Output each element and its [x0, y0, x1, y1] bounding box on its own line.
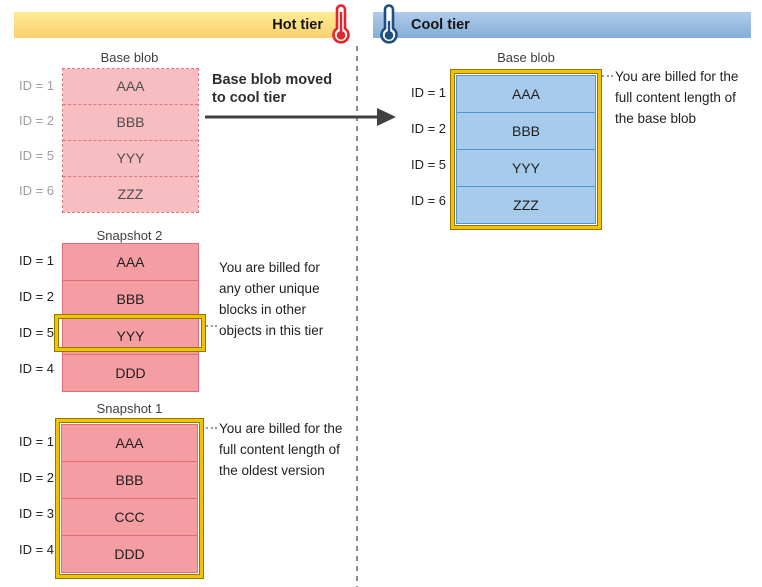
snapshot-1-title: Snapshot 1 [96, 401, 163, 416]
hot-base-blob-table: AAA BBB YYY ZZZ [62, 68, 199, 213]
tier-divider-dashed-line [356, 46, 358, 587]
cool-base-blob-ids: ID = 1 ID = 2 ID = 5 ID = 6 [392, 75, 446, 219]
block-id-label: ID = 6 [18, 183, 54, 198]
move-arrow [205, 108, 396, 126]
cool-base-blob-table: AAA BBB YYY ZZZ [456, 75, 596, 224]
block-cell: AAA [62, 425, 197, 461]
cool-base-blob-note-connector [602, 75, 613, 77]
cool-base-blob-note: You are billed for the full content leng… [615, 69, 739, 126]
block-cell: BBB [63, 104, 198, 140]
block-cell: DDD [62, 535, 197, 572]
snapshot-1-note: You are billed for the full content leng… [219, 421, 343, 478]
unique-block-highlight-box [54, 314, 206, 352]
block-cell: YYY [457, 149, 595, 186]
block-cell: BBB [62, 461, 197, 498]
thermometer-cool-icon [380, 4, 398, 44]
block-cell: BBB [63, 280, 198, 317]
block-id-label: ID = 1 [18, 253, 54, 268]
hot-base-blob-title: Base blob [100, 50, 159, 65]
hot-base-blob-ids: ID = 1 ID = 2 ID = 5 ID = 6 [0, 68, 54, 208]
cool-tier-header: Cool tier [373, 12, 751, 38]
snapshot-2-ids: ID = 1 ID = 2 ID = 5 ID = 4 [0, 243, 54, 387]
block-cell: AAA [63, 244, 198, 280]
block-id-label: ID = 3 [18, 506, 54, 521]
block-id-label: ID = 5 [18, 148, 54, 163]
block-id-label: ID = 2 [18, 289, 54, 304]
snapshot-1-ids: ID = 1 ID = 2 ID = 3 ID = 4 [0, 424, 54, 568]
transition-note: Base blob moved to cool tier [212, 72, 333, 106]
cool-base-blob-title: Base blob [497, 50, 555, 65]
block-id-label: ID = 1 [410, 85, 446, 100]
thermometer-hot-icon [332, 4, 350, 44]
block-cell: DDD [63, 354, 198, 391]
block-cell: CCC [62, 498, 197, 535]
snapshot-2-table: AAA BBB YYY DDD [62, 243, 199, 392]
block-cell: ZZZ [457, 186, 595, 223]
snapshot-1-note-connector [206, 427, 217, 429]
hot-tier-label: Hot tier [272, 17, 323, 33]
block-cell: BBB [457, 112, 595, 149]
block-id-label: ID = 4 [18, 542, 54, 557]
block-id-label: ID = 1 [18, 434, 54, 449]
snapshot-2-title: Snapshot 2 [96, 228, 163, 243]
snapshot-1-billing-box: AAA BBB CCC DDD [55, 418, 204, 579]
block-id-label: ID = 2 [18, 113, 54, 128]
block-cell: YYY [63, 317, 198, 354]
block-id-label: ID = 1 [18, 78, 54, 93]
snapshot-2-note: You are billed for any other unique bloc… [219, 260, 324, 338]
cool-base-blob-billing-box: AAA BBB YYY ZZZ [450, 69, 602, 230]
block-id-label: ID = 2 [18, 470, 54, 485]
block-cell: AAA [457, 76, 595, 112]
block-id-label: ID = 2 [410, 121, 446, 136]
cool-tier-label: Cool tier [411, 17, 470, 33]
hot-tier-header: Hot tier [14, 12, 345, 38]
snapshot-1-table: AAA BBB CCC DDD [61, 424, 198, 573]
block-cell: YYY [63, 140, 198, 176]
block-cell: ZZZ [63, 176, 198, 212]
block-id-label: ID = 4 [18, 361, 54, 376]
block-id-label: ID = 5 [410, 157, 446, 172]
block-id-label: ID = 6 [410, 193, 446, 208]
block-cell: AAA [63, 69, 198, 104]
snapshot-2-note-connector [206, 325, 217, 327]
block-id-label: ID = 5 [18, 325, 54, 340]
